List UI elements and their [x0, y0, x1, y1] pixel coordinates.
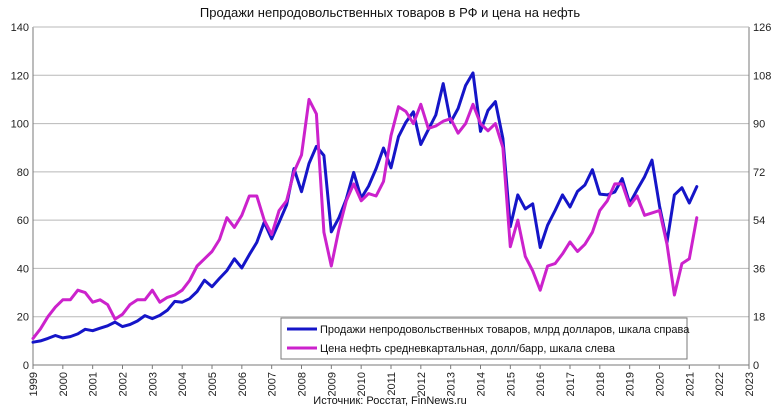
x-tick-label: 1999	[28, 372, 40, 396]
x-tick-label: 2023	[744, 372, 756, 396]
x-tick-label: 2017	[565, 372, 577, 396]
grid-layer	[33, 26, 749, 318]
y-right-tick-label: 126	[753, 22, 771, 34]
x-tick-label: 2010	[356, 372, 368, 396]
legend-label-oil: Цена нефть средневкартальная, долл/барр,…	[320, 343, 616, 355]
x-tick-label: 2004	[177, 372, 189, 396]
legend-box	[280, 317, 688, 360]
y-left-tick-label: 60	[17, 215, 29, 227]
source-note: Источник: Росстат, FinNews.ru	[313, 395, 466, 407]
y-right-tick-label: 72	[753, 167, 765, 179]
legend-label-sales: Продажи непродовольственных товаров, млр…	[320, 324, 690, 336]
y-left-tick-label: 80	[17, 167, 29, 179]
x-tick-label: 2022	[714, 372, 726, 396]
x-tick-label: 2008	[297, 372, 309, 396]
x-tick-label: 2007	[267, 372, 279, 396]
y-left-tick-label: 140	[11, 22, 29, 34]
series-line-sales	[31, 71, 699, 344]
x-tick-label: 2005	[207, 372, 219, 396]
x-tick-label: 2019	[625, 372, 637, 396]
y-right-tick-label: 90	[753, 119, 765, 131]
chart-title: Продажи непродовольственных товаров в РФ…	[200, 5, 580, 20]
x-tick-label: 2013	[446, 372, 458, 396]
y-left-tick-label: 100	[11, 119, 29, 131]
legend: Продажи непродовольственных товаров, млр…	[280, 317, 690, 360]
x-tick-label: 2020	[655, 372, 667, 396]
y-right-tick-label: 0	[753, 360, 759, 372]
x-tick-label: 2018	[595, 372, 607, 396]
y-left-tick-label: 20	[17, 312, 29, 324]
x-tick-label: 2015	[505, 372, 517, 396]
x-tick-label: 2016	[535, 372, 547, 396]
x-tick-label: 2012	[416, 372, 428, 396]
x-tick-label: 2000	[58, 372, 70, 396]
series-line-oil	[31, 97, 699, 340]
y-left-tick-label: 0	[23, 360, 29, 372]
x-tick-label: 2021	[684, 372, 696, 396]
x-tick-label: 2001	[88, 372, 100, 396]
x-tick-label: 2011	[386, 372, 398, 396]
y-right-tick-label: 36	[753, 263, 765, 275]
y-left-tick-label: 120	[11, 70, 29, 82]
y-left-tick-label: 40	[17, 263, 29, 275]
x-tick-label: 2003	[147, 372, 159, 396]
x-tick-label: 2009	[326, 372, 338, 396]
x-tick-label: 2006	[237, 372, 249, 396]
y-right-tick-label: 18	[753, 312, 765, 324]
series-layer	[31, 71, 699, 344]
x-tick-label: 2014	[476, 372, 488, 396]
y-right-tick-label: 108	[753, 70, 771, 82]
y-right-tick-label: 54	[753, 215, 765, 227]
x-tick-label: 2002	[118, 372, 130, 396]
